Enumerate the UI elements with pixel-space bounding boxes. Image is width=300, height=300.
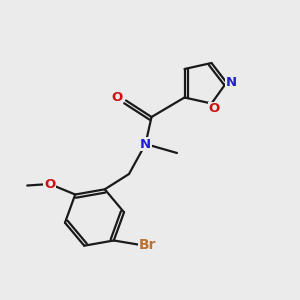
Text: N: N xyxy=(140,137,151,151)
Text: O: O xyxy=(208,102,220,116)
Text: O: O xyxy=(44,178,55,190)
Text: Br: Br xyxy=(139,238,156,252)
Text: O: O xyxy=(111,91,123,104)
Text: N: N xyxy=(225,76,237,89)
